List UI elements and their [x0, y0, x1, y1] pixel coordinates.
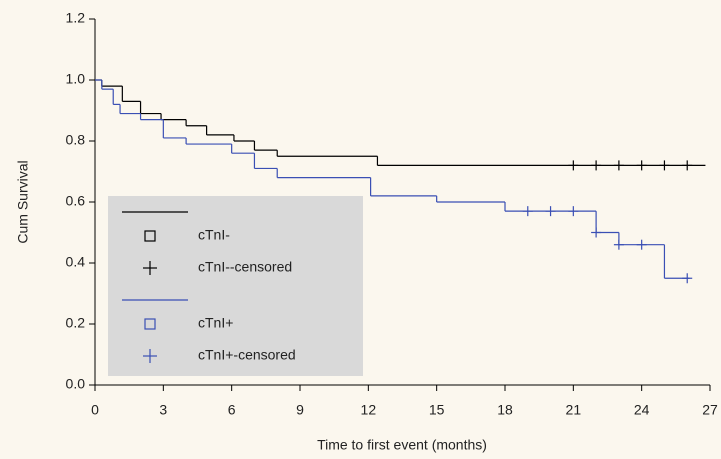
x-tick-label: 0	[91, 402, 99, 418]
censor-mark	[659, 160, 670, 171]
x-tick-label: 6	[228, 402, 236, 418]
censor-mark	[636, 160, 647, 171]
legend-label: cTnI-	[198, 227, 230, 243]
censor-mark	[568, 206, 579, 217]
y-tick-label: 0.8	[66, 132, 86, 148]
censor-mark	[568, 160, 579, 171]
censor-mark	[522, 206, 533, 217]
y-tick-label: 0.6	[66, 193, 86, 209]
x-axis-label: Time to first event (months)	[317, 437, 487, 453]
censor-mark	[545, 206, 556, 217]
censor-mark	[636, 239, 647, 250]
legend-label: cTnI+	[198, 315, 233, 331]
censor-mark	[591, 160, 602, 171]
y-tick-label: 0.0	[66, 376, 86, 392]
legend-box	[108, 196, 363, 376]
legend-square	[144, 318, 156, 330]
legend-label: cTnI+-censored	[198, 347, 296, 363]
y-tick-label: 0.2	[66, 315, 86, 331]
y-axis-label: Cum Survival	[15, 160, 31, 243]
legend-square	[144, 230, 156, 242]
y-tick-label: 0.4	[66, 254, 86, 270]
censor-mark	[613, 239, 624, 250]
legend-plus	[143, 349, 157, 363]
censor-mark	[591, 227, 602, 238]
x-tick-label: 3	[159, 402, 167, 418]
y-tick-label: 1.0	[66, 71, 86, 87]
x-tick-label: 24	[634, 402, 650, 418]
censor-mark	[613, 160, 624, 171]
censor-mark	[682, 273, 693, 284]
x-tick-label: 27	[702, 402, 718, 418]
x-tick-label: 21	[566, 402, 582, 418]
y-tick-label: 1.2	[66, 10, 86, 26]
legend-plus	[143, 261, 157, 275]
x-tick-label: 18	[497, 402, 513, 418]
x-tick-label: 15	[429, 402, 445, 418]
x-tick-label: 9	[296, 402, 304, 418]
x-tick-label: 12	[361, 402, 377, 418]
censor-mark	[682, 160, 693, 171]
legend-label: cTnI--censored	[198, 259, 292, 275]
